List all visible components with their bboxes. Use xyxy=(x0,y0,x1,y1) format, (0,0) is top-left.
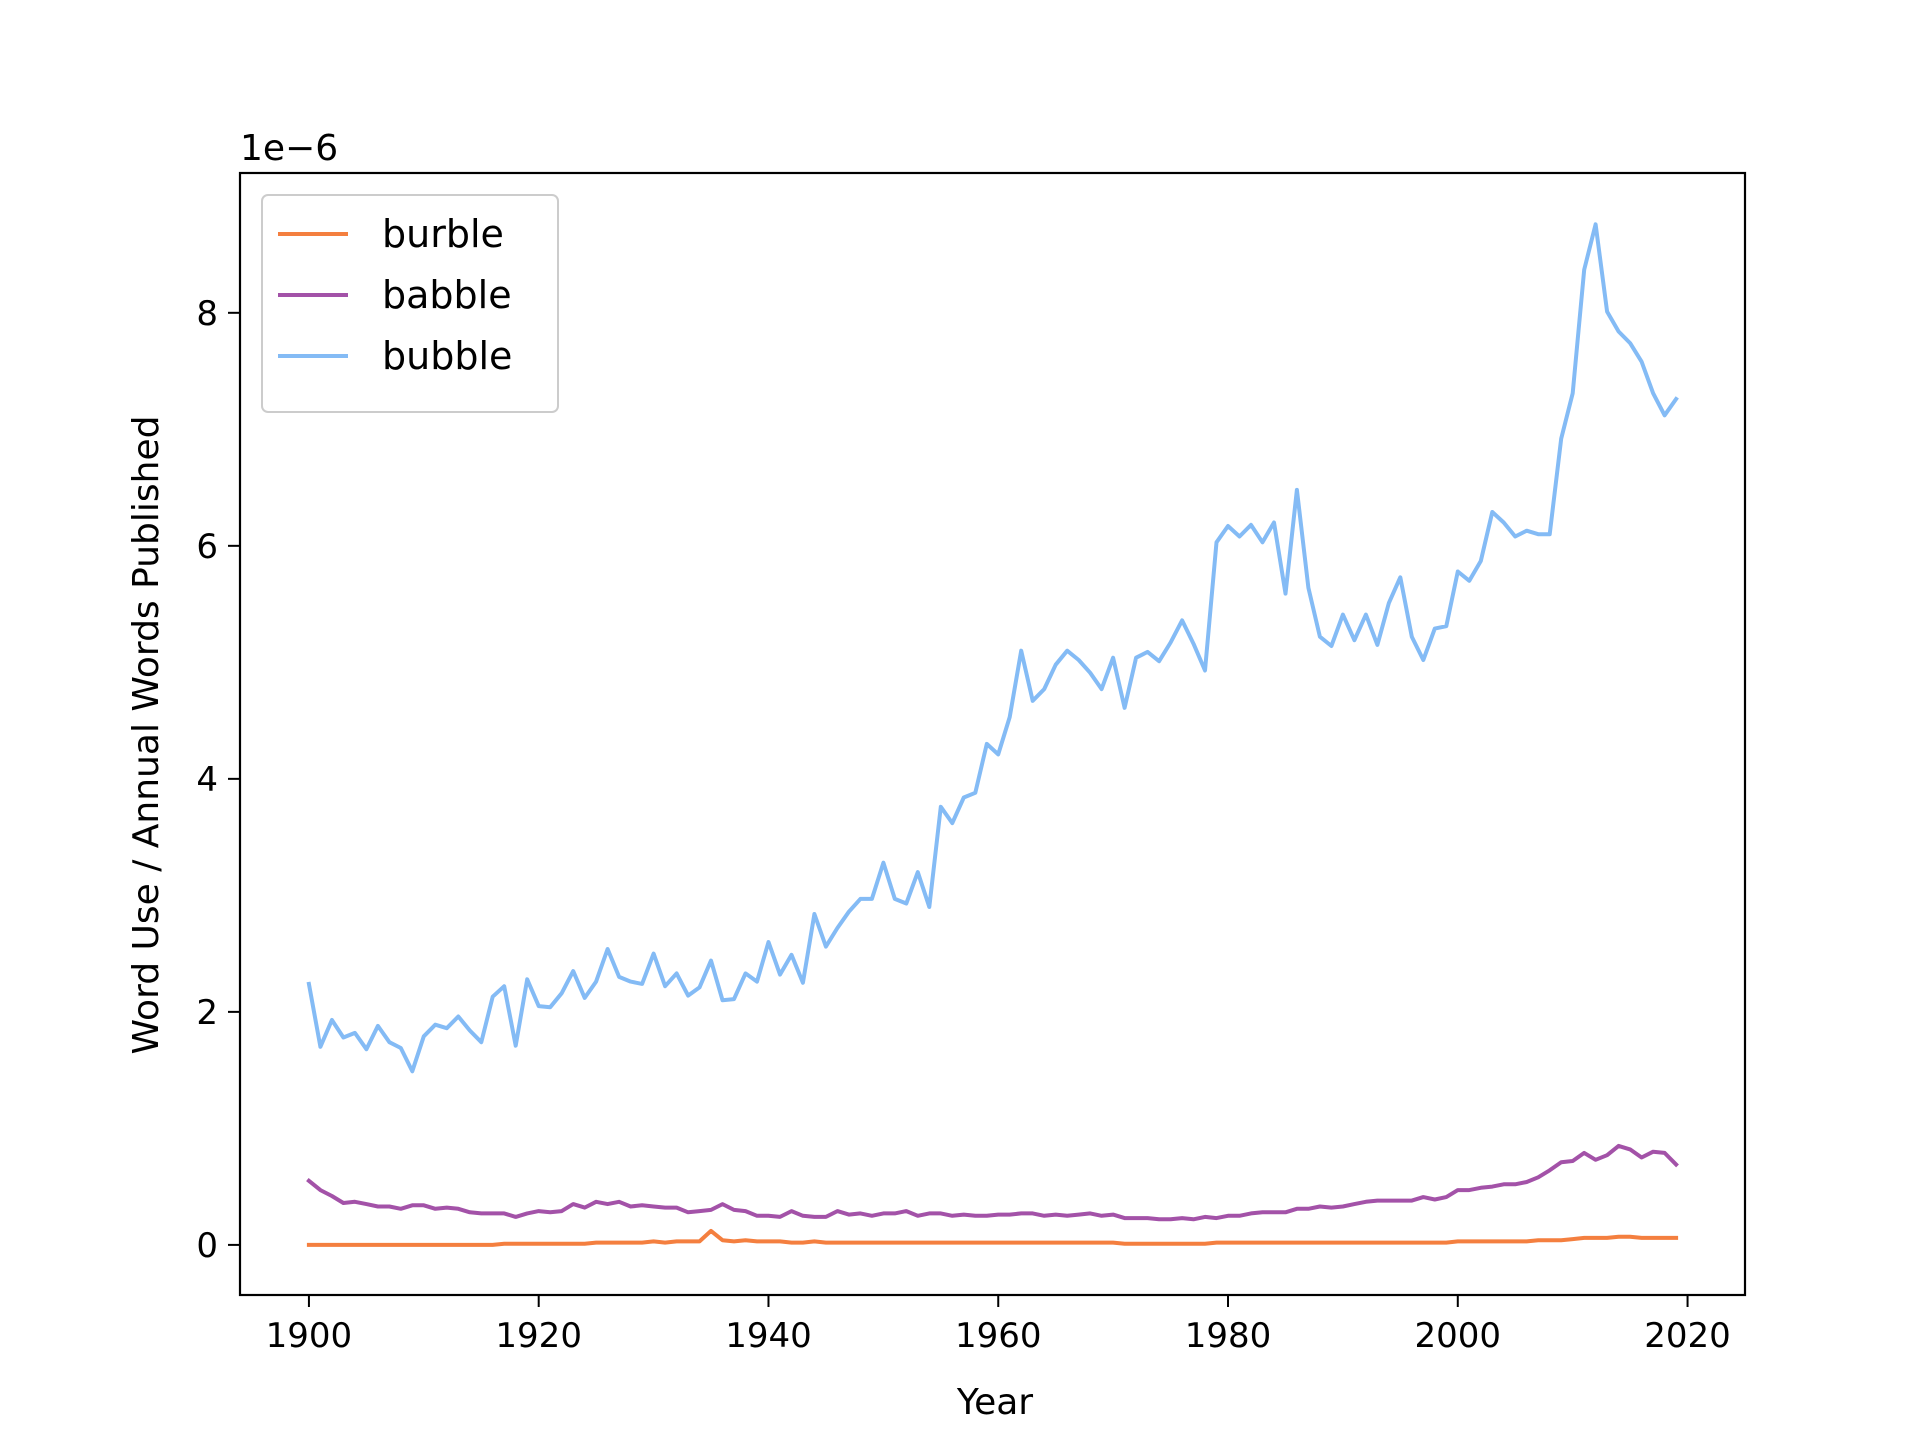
x-tick-label: 1940 xyxy=(725,1316,812,1356)
x-tick-label: 2020 xyxy=(1644,1316,1731,1356)
y-axis-label: Word Use / Annual Words Published xyxy=(126,416,167,1055)
x-axis-label: Year xyxy=(956,1382,1033,1423)
legend: burble babble bubble xyxy=(261,194,559,413)
x-tick-label: 2000 xyxy=(1415,1316,1502,1356)
legend-label-burble: burble xyxy=(382,212,504,256)
series-line-babble xyxy=(306,1143,1679,1222)
series-line-bubble xyxy=(306,222,1679,1074)
legend-label-babble: babble xyxy=(382,273,512,317)
axes-frame xyxy=(238,171,1747,1297)
y-tick-label: 4 xyxy=(196,760,218,800)
y-tick-label: 0 xyxy=(196,1226,218,1266)
series-line-burble xyxy=(306,1228,1679,1247)
plot-area xyxy=(306,222,1679,1247)
y-offset-label: 1e−6 xyxy=(240,128,338,169)
y-axis: 0 2 4 6 8 xyxy=(196,294,240,1266)
legend-label-bubble: bubble xyxy=(382,334,512,378)
x-tick-label: 1900 xyxy=(266,1316,353,1356)
y-tick-label: 2 xyxy=(196,993,218,1033)
y-tick-label: 8 xyxy=(196,294,218,334)
x-tick-label: 1920 xyxy=(495,1316,582,1356)
x-tick-label: 1960 xyxy=(955,1316,1042,1356)
x-axis: 1900 1920 1940 1960 1980 2000 2020 xyxy=(266,1295,1731,1356)
x-tick-label: 1980 xyxy=(1185,1316,1272,1356)
y-tick-label: 6 xyxy=(196,527,218,567)
